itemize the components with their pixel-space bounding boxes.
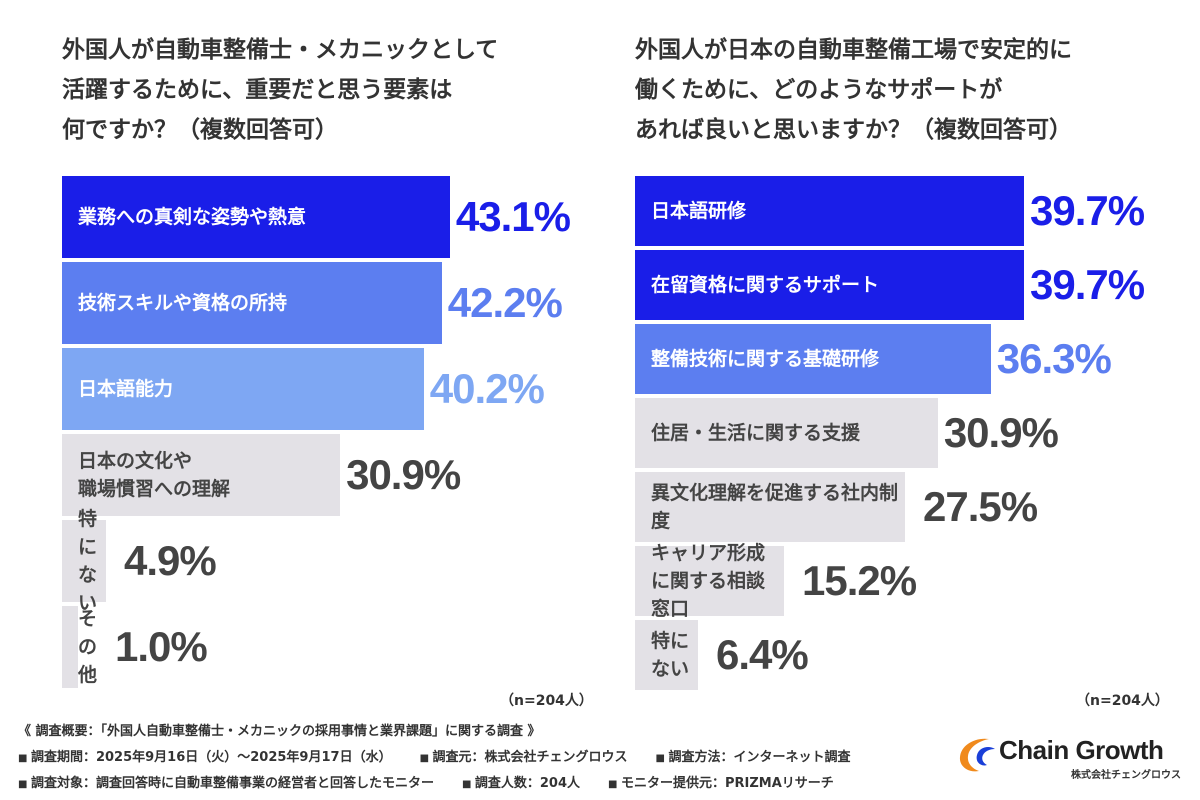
chart2-bar: 異文化理解を促進する社内制度	[635, 472, 905, 542]
chart2-category-label: 日本語研修	[651, 200, 747, 222]
chart1-value-label: 4.9%	[124, 537, 217, 584]
chart1-title: 外国人が自動車整備士・メカニックとして 活躍するために、重要だと思う要素は 何で…	[62, 37, 499, 143]
chart1-value-label: 42.2%	[447, 279, 563, 326]
logo-wordmark: Chain Growth	[999, 735, 1164, 765]
chart1-bar: その他	[62, 606, 97, 688]
survey-method: 調査方法：インターネット調査	[656, 746, 850, 765]
logo-company-name: 株式会社チェングロウス	[1071, 770, 1181, 781]
chart2-category-label: 住居・生活に関する支援	[651, 422, 861, 444]
survey-info-line2: 調査対象：調査回答時に自動車整備事業の経営者と回答したモニター 調査人数：204…	[18, 772, 834, 791]
chart1-value-label: 43.1%	[455, 193, 571, 240]
chart1-bar-row: 日本語能力 40.2%	[62, 348, 602, 430]
chart1-category-label: 業務への真剣な姿勢や熱意	[78, 206, 307, 228]
chart2-value-label: 39.7%	[1030, 261, 1145, 308]
chart2-bar-row: 日本語研修 39.7%	[635, 176, 1175, 246]
chart2-bar-row: 異文化理解を促進する社内制度 27.5%	[635, 472, 1175, 542]
survey-count: 調査人数：204人	[462, 772, 580, 791]
chart1-value-label: 30.9%	[346, 451, 461, 498]
chart2-bar-row: 特にない 6.4%	[635, 620, 1175, 690]
chart2-value-label: 36.3%	[996, 335, 1112, 382]
chart1-bar-row: 技術スキルや資格の所持 42.2%	[62, 262, 602, 344]
chart2-bar: キャリア形成に関する相談窓口	[635, 542, 784, 620]
chart1-category-label: 技術スキルや資格の所持	[78, 292, 288, 314]
chart2-value-label: 39.7%	[1030, 187, 1145, 234]
chart1-category-label: 日本語能力	[78, 378, 174, 400]
chart2-bar: 在留資格に関するサポート	[635, 250, 1025, 320]
chart2-title: 外国人が日本の自動車整備工場で安定的に 働くために、どのようなサポートが あれば…	[635, 37, 1072, 143]
company-logo: Chain Growth 株式会社チェングロウス	[955, 733, 1195, 783]
chart1-bar-row: 特にない 4.9%	[62, 508, 602, 614]
survey-target: 調査対象：調査回答時に自動車整備事業の経営者と回答したモニター	[18, 772, 434, 791]
chart1-category-label: 日本の文化や 職場慣習への理解	[78, 450, 231, 500]
chart1-bar-row: 日本の文化や 職場慣習への理解 30.9%	[62, 434, 602, 516]
chart1-category-label: その他	[78, 608, 98, 686]
chart2-bar: 特にない	[635, 620, 698, 690]
chart2-value-label: 6.4%	[716, 631, 809, 678]
chart2-bar-row: 住居・生活に関する支援 30.9%	[635, 398, 1175, 468]
chart2-category-label: 異文化理解を促進する社内制度	[651, 482, 899, 532]
chart2-bar-chart: 日本語研修 39.7% 在留資格に関するサポート 39.7% 整備技術に関する基礎研修 3…	[635, 176, 1175, 696]
chart2-bar-row: 整備技術に関する基礎研修 36.3%	[635, 324, 1175, 394]
chart2-category-label: 特にない	[651, 630, 690, 680]
chart1-bar: 業務への真剣な姿勢や熱意	[62, 176, 450, 258]
survey-overview: 《 調査概要：「外国人自動車整備士・メカニックの採用事情と業界課題」に関する調査…	[18, 724, 541, 739]
chart1-sample-size: （n=204人）	[500, 693, 593, 709]
survey-monitor: モニター提供元：PRIZMAリサーチ	[608, 772, 834, 791]
chart2-value-label: 27.5%	[923, 483, 1038, 530]
chart2-bar: 日本語研修	[635, 176, 1025, 246]
chart2-sample-size: （n=204人）	[1076, 693, 1169, 709]
chart1-bar: 特にない	[62, 508, 107, 614]
chart1-bar: 技術スキルや資格の所持	[62, 262, 442, 344]
chart2-value-label: 30.9%	[943, 409, 1059, 456]
survey-info-line1: 調査期間：2025年9月16日（火）〜2025年9月17日（水） 調査元：株式会…	[18, 746, 851, 765]
chart2-value-label: 15.2%	[802, 557, 917, 604]
chart2-bar-row: キャリア形成に関する相談窓口 15.2%	[635, 542, 1175, 620]
chart2-bar: 住居・生活に関する支援	[635, 398, 938, 468]
chart1-value-label: 40.2%	[429, 365, 545, 412]
chart2-category-label: キャリア形成に関する相談窓口	[651, 542, 766, 620]
chart2-category-label: 在留資格に関するサポート	[651, 274, 880, 296]
chart1-bar-chart: 業務への真剣な姿勢や熱意 43.1% 技術スキルや資格の所持 42.2% 日本語能力 40…	[62, 176, 602, 696]
chain-growth-swoosh-icon	[959, 738, 995, 772]
chart1-category-label: 特にない	[78, 508, 98, 614]
chart2-bar-row: 在留資格に関するサポート 39.7%	[635, 250, 1175, 320]
survey-period: 調査期間：2025年9月16日（火）〜2025年9月17日（水）	[18, 746, 392, 765]
chart1-bar: 日本の文化や 職場慣習への理解	[62, 434, 341, 516]
chart2-bar: 整備技術に関する基礎研修	[635, 324, 991, 394]
chart1-value-label: 1.0%	[115, 623, 208, 670]
chart2-category-label: 整備技術に関する基礎研修	[651, 348, 880, 370]
chart1-bar: 日本語能力	[62, 348, 424, 430]
survey-source: 調査元：株式会社チェングロウス	[420, 746, 628, 765]
chart1-bar-row: その他 1.0%	[62, 606, 602, 688]
chart1-bar-row: 業務への真剣な姿勢や熱意 43.1%	[62, 176, 602, 258]
